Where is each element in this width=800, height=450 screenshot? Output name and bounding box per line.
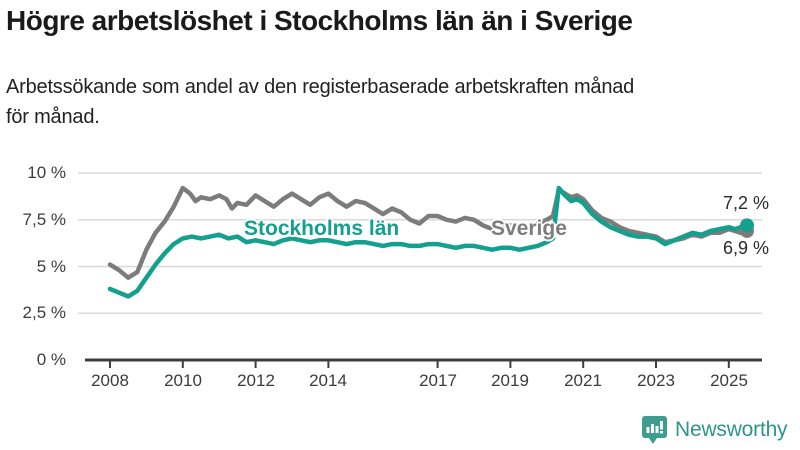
series-label-sverige: Sverige	[491, 217, 567, 240]
x-tick-label-2025: 2025	[710, 371, 748, 390]
end-value-label-stockholms-lan: 7,2 %	[723, 193, 770, 213]
end-value-label-sverige: 6,9 %	[723, 238, 770, 258]
x-tick-label-2008: 2008	[91, 371, 129, 390]
x-tick-label-2012: 2012	[237, 371, 275, 390]
x-tick-label-2010: 2010	[164, 371, 202, 390]
chart-subtitle: Arbetssökande som andel av den registerb…	[6, 72, 794, 132]
y-tick-label-5: 5 %	[36, 257, 66, 276]
x-tick-label-2017: 2017	[419, 371, 457, 390]
x-tick-label-2019: 2019	[491, 371, 529, 390]
newsworthy-bar-chart-bubble-icon	[642, 416, 667, 444]
y-tick-label-0: 0 %	[36, 350, 66, 369]
subtitle-line-1: Arbetssökande som andel av den registerb…	[6, 76, 635, 98]
series-label-stockholms-lan: Stockholms län	[244, 217, 400, 240]
x-tick-label-2021: 2021	[564, 371, 602, 390]
newsworthy-logo[interactable]: Newsworthy	[641, 414, 788, 446]
y-tick-label-2-5: 2,5 %	[22, 303, 66, 322]
x-tick-label-2023: 2023	[637, 371, 675, 390]
x-tick-label-2014: 2014	[309, 371, 347, 390]
subtitle-line-2: för månad.	[6, 106, 100, 128]
y-tick-label-10: 10 %	[27, 163, 66, 182]
y-tick-label-7-5: 7,5 %	[22, 210, 66, 229]
newsworthy-logo-text: Newsworthy	[675, 418, 788, 441]
chart-title: Högre arbetslöshet i Stockholms län än i…	[6, 5, 633, 36]
